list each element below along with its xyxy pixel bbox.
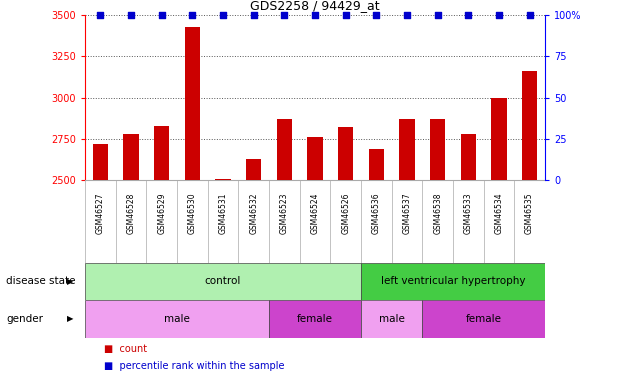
- Title: GDS2258 / 94429_at: GDS2258 / 94429_at: [250, 0, 380, 12]
- Text: GSM46523: GSM46523: [280, 192, 289, 234]
- Bar: [85, 262, 361, 300]
- Text: GSM46536: GSM46536: [372, 192, 381, 234]
- Bar: [338, 127, 353, 180]
- Text: GSM46527: GSM46527: [96, 192, 105, 234]
- Text: GSM46535: GSM46535: [525, 192, 534, 234]
- Text: female: female: [466, 314, 501, 324]
- Text: ▶: ▶: [67, 277, 74, 286]
- Point: [279, 12, 289, 18]
- Point: [341, 12, 351, 18]
- Bar: [185, 27, 200, 180]
- Text: GSM46526: GSM46526: [341, 192, 350, 234]
- Text: ■  percentile rank within the sample: ■ percentile rank within the sample: [104, 361, 285, 370]
- Bar: [269, 300, 361, 338]
- Text: GSM46533: GSM46533: [464, 192, 472, 234]
- Point: [249, 12, 259, 18]
- Text: GSM46537: GSM46537: [403, 192, 411, 234]
- Bar: [307, 137, 323, 180]
- Bar: [154, 126, 169, 180]
- Point: [218, 12, 228, 18]
- Text: ■  count: ■ count: [104, 344, 147, 354]
- Point: [310, 12, 320, 18]
- Point: [402, 12, 412, 18]
- Bar: [85, 300, 269, 338]
- Bar: [369, 148, 384, 180]
- Bar: [215, 179, 231, 180]
- Point: [494, 12, 504, 18]
- Bar: [246, 159, 261, 180]
- Text: control: control: [205, 276, 241, 286]
- Text: disease state: disease state: [6, 276, 76, 286]
- Bar: [123, 134, 139, 180]
- Text: left ventricular hypertrophy: left ventricular hypertrophy: [381, 276, 525, 286]
- Bar: [430, 119, 445, 180]
- Bar: [277, 119, 292, 180]
- Point: [525, 12, 535, 18]
- Text: GSM46528: GSM46528: [127, 192, 135, 234]
- Text: gender: gender: [6, 314, 43, 324]
- Point: [95, 12, 105, 18]
- Bar: [422, 300, 545, 338]
- Text: GSM46534: GSM46534: [495, 192, 503, 234]
- Point: [371, 12, 381, 18]
- Bar: [361, 300, 422, 338]
- Bar: [399, 119, 415, 180]
- Text: male: male: [164, 314, 190, 324]
- Bar: [361, 262, 545, 300]
- Text: female: female: [297, 314, 333, 324]
- Text: GSM46531: GSM46531: [219, 192, 227, 234]
- Bar: [93, 144, 108, 180]
- Bar: [461, 134, 476, 180]
- Bar: [491, 98, 507, 180]
- Point: [433, 12, 443, 18]
- Point: [463, 12, 473, 18]
- Text: GSM46538: GSM46538: [433, 192, 442, 234]
- Text: male: male: [379, 314, 404, 324]
- Text: GSM46529: GSM46529: [158, 192, 166, 234]
- Text: GSM46524: GSM46524: [311, 192, 319, 234]
- Text: GSM46530: GSM46530: [188, 192, 197, 234]
- Point: [187, 12, 197, 18]
- Bar: [522, 71, 537, 180]
- Text: GSM46532: GSM46532: [249, 192, 258, 234]
- Point: [126, 12, 136, 18]
- Point: [157, 12, 167, 18]
- Text: ▶: ▶: [67, 314, 74, 323]
